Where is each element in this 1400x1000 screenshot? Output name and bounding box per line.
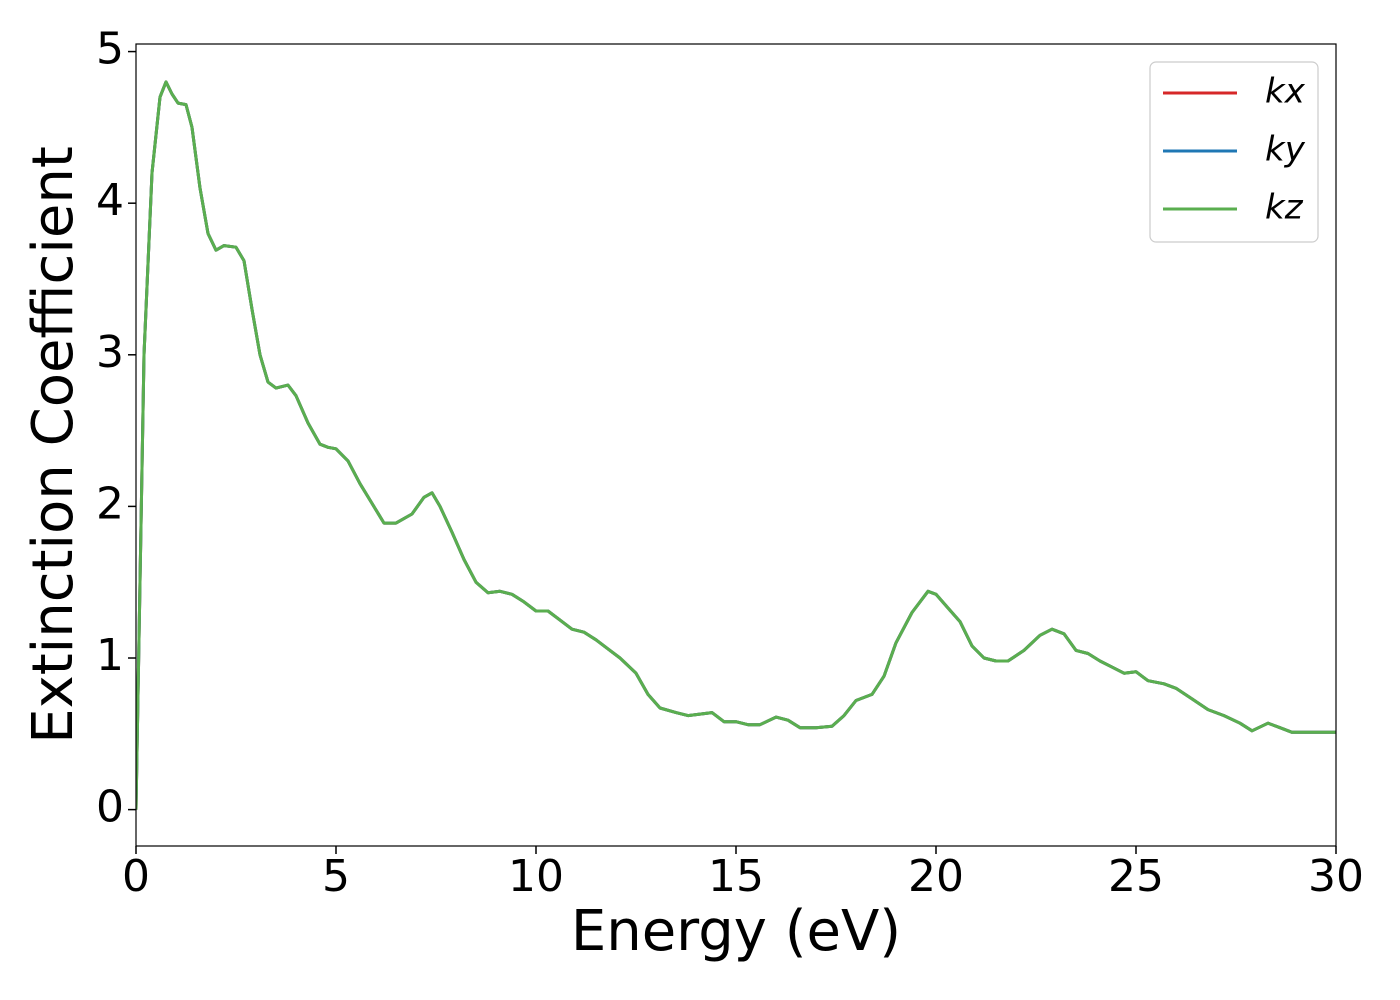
plot-frame: [135, 43, 1337, 847]
y-tick-label: 0: [96, 782, 124, 833]
y-tick-label: 1: [96, 630, 124, 681]
legend-label: ky: [1265, 130, 1306, 170]
x-tick-label: 30: [1308, 851, 1364, 902]
legend-label: kx: [1265, 72, 1306, 112]
legend-label: kz: [1265, 188, 1304, 228]
x-tick-label: 5: [322, 851, 350, 902]
x-tick-label: 15: [708, 851, 764, 902]
x-tick-label: 25: [1108, 851, 1164, 902]
x-tick-label: 0: [122, 851, 150, 902]
x-axis-label: Energy (eV): [571, 899, 901, 964]
x-tick-label: 20: [908, 851, 964, 902]
x-tick-label: 10: [508, 851, 564, 902]
data-line: [136, 80, 1336, 810]
y-tick-label: 2: [96, 478, 124, 529]
y-tick-label: 4: [96, 175, 124, 226]
y-tick-label: 5: [96, 24, 124, 75]
y-axis-label: Extinction Coefficient: [21, 146, 86, 744]
y-tick-label: 3: [96, 327, 124, 378]
